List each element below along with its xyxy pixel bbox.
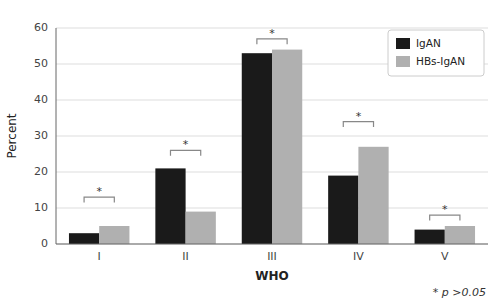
x-tick-label: IV [353, 250, 364, 263]
bar [415, 230, 445, 244]
y-axis [56, 28, 57, 244]
legend-swatch [396, 56, 410, 67]
bracket-star: * [183, 138, 189, 151]
legend-box [388, 30, 484, 76]
bar [358, 147, 388, 244]
bracket-star: * [269, 27, 275, 40]
grid-line [56, 244, 488, 245]
legend-label: HBs-IgAN [416, 55, 465, 67]
bars [69, 50, 475, 244]
annotation: * p >0.05 [433, 286, 486, 299]
y-tick-label: 20 [34, 165, 48, 178]
bar [69, 233, 99, 244]
legend-swatch [396, 38, 410, 49]
y-tick-label: 0 [41, 237, 48, 250]
x-tick-label: I [98, 250, 101, 263]
bar [99, 226, 129, 244]
bracket-star: * [96, 185, 102, 198]
brackets [84, 39, 460, 221]
x-tick-label: II [182, 250, 189, 263]
bar [445, 226, 475, 244]
bracket-star: * [356, 110, 362, 123]
bar [155, 168, 185, 244]
x-axis-label: WHO [255, 269, 288, 283]
y-tick-label: 60 [34, 21, 48, 34]
y-tick-label: 40 [34, 93, 48, 106]
x-axis [56, 244, 488, 245]
y-tick-label: 50 [34, 57, 48, 70]
legend-label: IgAN [416, 37, 441, 49]
x-tick-label: V [441, 250, 449, 263]
chart: 0102030405060IIIIIIIVV*****WHOPercent* p… [0, 0, 500, 302]
grid [56, 28, 488, 244]
y-tick-label: 10 [34, 201, 48, 214]
bar [328, 176, 358, 244]
bar [272, 50, 302, 244]
y-tick-label: 30 [34, 129, 48, 142]
legend: IgAN HBs-IgAN [388, 30, 484, 76]
bracket-star: * [442, 203, 448, 216]
x-tick-label: III [267, 250, 277, 263]
bar [242, 53, 272, 244]
y-axis-label: Percent [5, 113, 19, 158]
bar [186, 212, 216, 244]
